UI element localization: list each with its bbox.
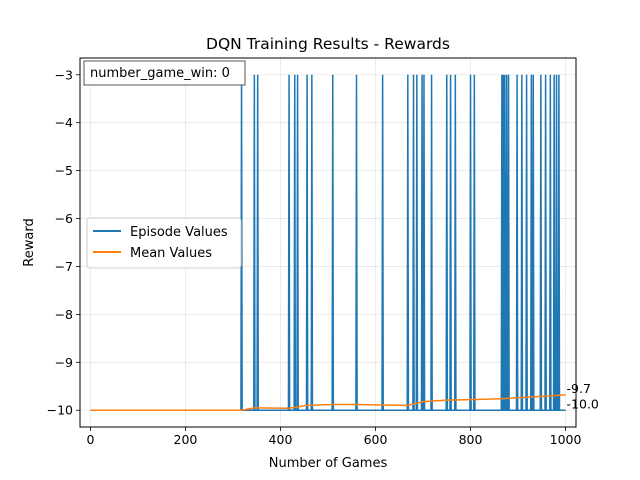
mean-values-line	[90, 394, 566, 411]
x-tick-label: 200	[174, 432, 198, 447]
episode-values-line	[90, 74, 566, 411]
end-value-label: -9.7	[567, 381, 591, 396]
y-axis-label: Reward	[22, 218, 37, 266]
x-tick-label: 1000	[550, 432, 582, 447]
x-axis-ticks: 0 200 400 600 800 1000	[86, 427, 582, 447]
chart-title: DQN Training Results - Rewards	[206, 35, 450, 53]
legend-label-mean: Mean Values	[130, 246, 212, 261]
y-tick-label: −8	[55, 307, 73, 322]
plot-area-frame	[79, 57, 577, 428]
win-count-box-frame	[83, 60, 246, 86]
end-value-annotations: -9.7-10.0	[567, 381, 599, 411]
legend-label-episode: Episode Values	[130, 225, 228, 240]
y-tick-label: −10	[47, 403, 73, 418]
end-value-label: -10.0	[567, 396, 599, 411]
y-tick-label: −3	[55, 67, 73, 82]
x-tick-label: 800	[459, 432, 483, 447]
win-count-box: number_game_win: 0	[83, 60, 246, 86]
legend-frame	[86, 217, 242, 269]
y-tick-label: −6	[55, 211, 73, 226]
y-tick-label: −4	[55, 115, 73, 130]
x-tick-label: 400	[269, 432, 293, 447]
legend: Episode Values Mean Values	[86, 217, 242, 269]
y-tick-label: −9	[55, 355, 73, 370]
y-axis-ticks: −3 −4 −5 −6 −7 −8 −9 −10	[47, 67, 80, 418]
y-tick-label: −5	[55, 163, 73, 178]
y-tick-label: −7	[55, 259, 73, 274]
x-axis-label: Number of Games	[269, 456, 388, 471]
x-tick-label: 600	[364, 432, 388, 447]
x-tick-label: 0	[86, 432, 94, 447]
win-count-text: number_game_win: 0	[90, 66, 230, 81]
mean-values-series	[90, 394, 566, 411]
episode-values-series	[90, 74, 566, 411]
